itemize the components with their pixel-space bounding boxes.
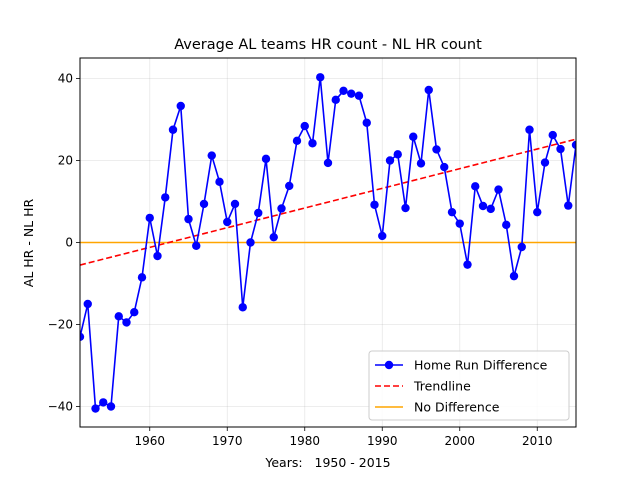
data-point bbox=[168, 125, 178, 134]
data-point bbox=[378, 231, 387, 241]
data-point bbox=[176, 101, 185, 111]
data-point bbox=[316, 73, 325, 82]
data-point bbox=[509, 271, 519, 281]
y-axis-label: AL HR - NL HR bbox=[21, 198, 36, 287]
data-point bbox=[416, 159, 426, 168]
data-point bbox=[370, 200, 379, 209]
legend-box bbox=[368, 350, 570, 421]
data-point bbox=[215, 177, 224, 187]
data-point bbox=[463, 260, 472, 269]
data-point bbox=[99, 398, 108, 407]
y-tick-label: 0 bbox=[65, 236, 73, 250]
data-point bbox=[184, 214, 193, 224]
data-point bbox=[494, 185, 503, 194]
data-point bbox=[277, 204, 286, 213]
data-point bbox=[91, 404, 100, 413]
data-point bbox=[385, 156, 395, 165]
data-point bbox=[362, 118, 371, 127]
data-point bbox=[571, 140, 576, 150]
data-point bbox=[517, 242, 526, 252]
data-point bbox=[409, 132, 418, 141]
x-tick-label: 1980 bbox=[289, 434, 320, 448]
data-point bbox=[83, 299, 92, 309]
data-point bbox=[440, 162, 449, 172]
data-point bbox=[80, 332, 85, 341]
data-point bbox=[308, 139, 317, 148]
data-point bbox=[292, 136, 302, 146]
data-point bbox=[393, 150, 402, 159]
data-point bbox=[161, 193, 170, 202]
data-point bbox=[192, 241, 201, 250]
y-tick-label: −40 bbox=[48, 400, 73, 414]
data-point bbox=[339, 86, 348, 96]
data-point bbox=[269, 232, 278, 242]
data-point bbox=[285, 181, 294, 191]
data-point bbox=[106, 402, 116, 411]
data-point bbox=[478, 201, 488, 211]
legend: Home Run Difference Trendline No Differenc… bbox=[368, 350, 570, 421]
data-point bbox=[323, 158, 333, 168]
x-tick-label: 1970 bbox=[212, 434, 243, 448]
legend-label: Trendline bbox=[413, 379, 471, 394]
data-point bbox=[525, 125, 534, 134]
legend-label: Home Run Difference bbox=[414, 358, 548, 373]
axis-ticks: 1960 1970 1980 1990 2000 2010 −40 −20 0 20 40 bbox=[48, 72, 553, 449]
data-point bbox=[153, 251, 162, 261]
data-point bbox=[300, 121, 309, 131]
y-tick-label: 40 bbox=[58, 72, 73, 86]
legend-swatch-marker bbox=[384, 360, 394, 370]
data-point bbox=[122, 318, 131, 327]
data-point bbox=[238, 303, 247, 312]
data-point bbox=[556, 144, 565, 154]
data-point bbox=[347, 89, 356, 98]
data-point bbox=[199, 199, 209, 209]
data-point bbox=[137, 273, 147, 282]
x-axis-label: Years: 1950 - 2015 bbox=[264, 455, 390, 470]
data-point bbox=[130, 308, 139, 317]
data-point bbox=[254, 208, 263, 218]
chart-title: Average AL teams HR count - NL HR count bbox=[174, 37, 482, 53]
data-point bbox=[331, 95, 340, 105]
data-point bbox=[432, 145, 441, 154]
x-tick-label: 2010 bbox=[522, 434, 553, 448]
data-point bbox=[223, 217, 232, 227]
data-point bbox=[207, 151, 216, 160]
data-point bbox=[564, 201, 573, 210]
trendline-line bbox=[80, 138, 576, 266]
data-point bbox=[455, 219, 464, 228]
data-point bbox=[145, 213, 154, 223]
data-point bbox=[261, 154, 271, 164]
series-layer bbox=[80, 73, 576, 413]
data-point bbox=[502, 220, 511, 230]
data-point bbox=[230, 199, 240, 209]
plot-area bbox=[80, 73, 576, 413]
data-point bbox=[114, 312, 123, 321]
data-point bbox=[471, 182, 480, 191]
legend-label: No Difference bbox=[414, 400, 500, 415]
y-tick-label: 20 bbox=[58, 154, 73, 168]
x-tick-label: 1990 bbox=[367, 434, 398, 448]
x-tick-label: 2000 bbox=[444, 434, 475, 448]
data-point bbox=[540, 158, 550, 167]
data-point bbox=[447, 207, 457, 217]
data-point bbox=[354, 91, 364, 100]
x-tick-label: 1960 bbox=[134, 434, 165, 448]
data-point bbox=[486, 204, 495, 214]
data-point bbox=[401, 203, 410, 213]
data-point bbox=[246, 238, 255, 247]
data-point bbox=[424, 85, 433, 95]
y-tick-label: −20 bbox=[48, 318, 73, 332]
data-point bbox=[548, 130, 557, 140]
data-point bbox=[533, 207, 542, 217]
